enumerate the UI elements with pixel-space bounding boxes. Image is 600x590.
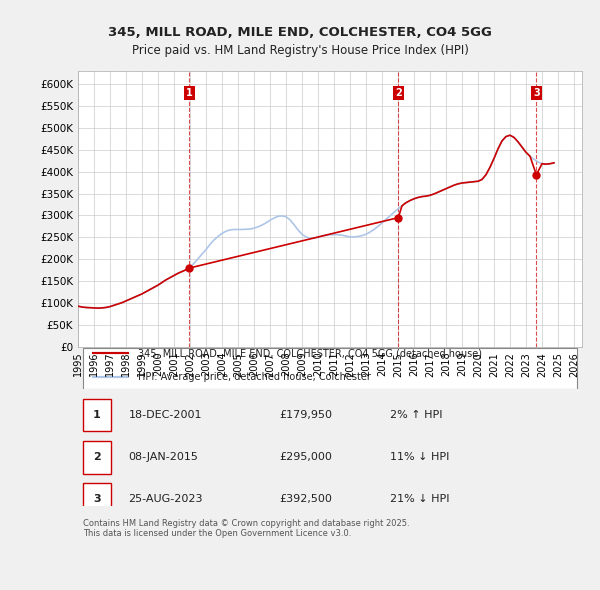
FancyBboxPatch shape bbox=[83, 348, 577, 389]
Text: 08-JAN-2015: 08-JAN-2015 bbox=[128, 452, 198, 462]
Text: 11% ↓ HPI: 11% ↓ HPI bbox=[391, 452, 450, 462]
Text: Price paid vs. HM Land Registry's House Price Index (HPI): Price paid vs. HM Land Registry's House … bbox=[131, 44, 469, 57]
Text: 18-DEC-2001: 18-DEC-2001 bbox=[128, 410, 202, 420]
Text: 3: 3 bbox=[93, 494, 100, 504]
FancyBboxPatch shape bbox=[83, 441, 111, 474]
Text: £295,000: £295,000 bbox=[280, 452, 332, 462]
Text: £392,500: £392,500 bbox=[280, 494, 332, 504]
Text: 2: 2 bbox=[395, 88, 401, 98]
Text: £179,950: £179,950 bbox=[280, 410, 332, 420]
Text: 2: 2 bbox=[93, 452, 101, 462]
FancyBboxPatch shape bbox=[83, 399, 111, 431]
Text: 1: 1 bbox=[93, 410, 101, 420]
Text: 21% ↓ HPI: 21% ↓ HPI bbox=[391, 494, 450, 504]
Text: 2% ↑ HPI: 2% ↑ HPI bbox=[391, 410, 443, 420]
Text: 345, MILL ROAD, MILE END, COLCHESTER, CO4 5GG: 345, MILL ROAD, MILE END, COLCHESTER, CO… bbox=[108, 26, 492, 39]
Text: 3: 3 bbox=[533, 88, 540, 98]
FancyBboxPatch shape bbox=[83, 483, 111, 516]
Text: 1: 1 bbox=[186, 88, 193, 98]
Text: 345, MILL ROAD, MILE END, COLCHESTER, CO4 5GG (detached house): 345, MILL ROAD, MILE END, COLCHESTER, CO… bbox=[139, 348, 482, 358]
Text: 25-AUG-2023: 25-AUG-2023 bbox=[128, 494, 203, 504]
Text: Contains HM Land Registry data © Crown copyright and database right 2025.
This d: Contains HM Land Registry data © Crown c… bbox=[83, 519, 410, 538]
Text: HPI: Average price, detached house, Colchester: HPI: Average price, detached house, Colc… bbox=[139, 372, 371, 382]
